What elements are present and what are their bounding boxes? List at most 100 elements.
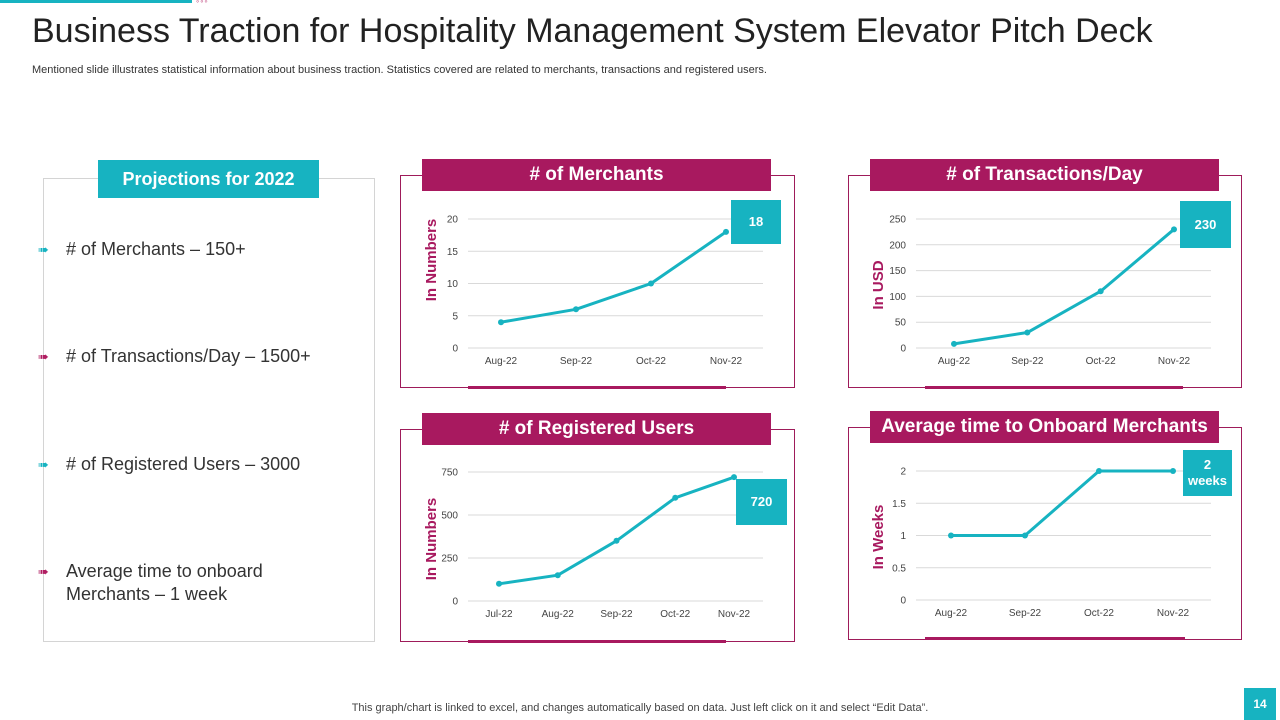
data-point bbox=[723, 228, 729, 235]
transactions-line-chart: 0 50 100 150 200 250 Aug-22 Sep-22 Oct-22 Nov-22 I… bbox=[870, 215, 1211, 367]
data-point bbox=[951, 340, 957, 347]
footer-note: This graph/chart is linked to excel, and… bbox=[351, 702, 929, 714]
x-tick-label: Oct-22 bbox=[1084, 608, 1114, 619]
registered-users-line-chart: 0 250 500 750 Jul-22 Aug-22 Sep-22 Oct-22 Nov-22… bbox=[423, 468, 763, 620]
y-tick-label: 0 bbox=[900, 344, 906, 355]
panel-underline bbox=[468, 386, 726, 389]
transactions-chart-title: # of Transactions/Day bbox=[870, 159, 1219, 191]
x-tick-label: Oct-22 bbox=[636, 356, 666, 367]
x-tick-label: Oct-22 bbox=[1086, 356, 1116, 367]
decorative-dots: ◦◦◦ bbox=[196, 0, 209, 6]
y-tick-label: 100 bbox=[889, 292, 906, 303]
projection-item: ➠ # of Transactions/Day – 1500+ bbox=[38, 345, 326, 369]
projection-item-text: Average time to onboard Merchants – 1 we… bbox=[66, 561, 263, 604]
x-tick-label: Aug-22 bbox=[485, 356, 518, 367]
y-tick-label: 1.5 bbox=[892, 499, 906, 510]
data-point bbox=[554, 572, 561, 579]
merchants-line-chart: 0 5 10 15 20 Aug-22 Sep-22 Oct-22 Nov-22 In Numbe… bbox=[423, 215, 763, 367]
merchants-callout: 18 bbox=[731, 200, 781, 244]
projection-item-text: # of Merchants – 150+ bbox=[66, 239, 246, 259]
top-accent-bar bbox=[0, 0, 192, 3]
data-point bbox=[496, 580, 502, 587]
x-tick-label: Oct-22 bbox=[660, 609, 690, 620]
y-tick-label: 5 bbox=[452, 311, 458, 322]
panel-underline bbox=[925, 637, 1185, 640]
registered-users-callout: 720 bbox=[736, 479, 787, 525]
series-line bbox=[498, 475, 735, 586]
page-number: 14 bbox=[1244, 688, 1276, 720]
y-axis-label: In USD bbox=[870, 260, 887, 309]
data-point bbox=[648, 280, 654, 287]
arrow-bullet-icon: ➠ bbox=[38, 564, 49, 579]
data-point bbox=[948, 532, 954, 539]
y-axis-label: In Numbers bbox=[423, 219, 440, 302]
projection-item: ➠ # of Registered Users – 3000 bbox=[38, 453, 326, 477]
y-tick-label: 200 bbox=[889, 240, 906, 251]
registered-users-chart-title: # of Registered Users bbox=[422, 413, 771, 445]
y-tick-label: 1 bbox=[900, 531, 906, 542]
y-axis-label: In Numbers bbox=[423, 498, 440, 581]
y-tick-label: 10 bbox=[447, 279, 459, 290]
projections-title: Projections for 2022 bbox=[98, 160, 319, 198]
y-tick-label: 150 bbox=[889, 266, 906, 277]
series-line bbox=[953, 228, 1175, 346]
data-point bbox=[1096, 468, 1102, 474]
x-tick-label: Nov-22 bbox=[710, 356, 743, 367]
registered-users-panel bbox=[400, 429, 795, 642]
arrow-bullet-icon: ➠ bbox=[38, 457, 49, 472]
data-point bbox=[573, 306, 579, 313]
merchants-chart-title: # of Merchants bbox=[422, 159, 771, 191]
onboard-time-panel bbox=[848, 427, 1242, 640]
series-line bbox=[951, 469, 1173, 537]
y-tick-label: 0.5 bbox=[892, 563, 906, 574]
x-tick-label: Sep-22 bbox=[560, 356, 593, 367]
x-tick-label: Aug-22 bbox=[938, 356, 971, 367]
onboard-time-callout: 2 weeks bbox=[1183, 450, 1232, 496]
data-point bbox=[1022, 532, 1028, 539]
x-tick-label: Nov-22 bbox=[1158, 356, 1191, 367]
y-tick-label: 250 bbox=[441, 554, 458, 565]
data-point bbox=[1024, 329, 1031, 336]
data-point bbox=[613, 537, 620, 544]
x-tick-label: Aug-22 bbox=[542, 609, 575, 620]
page-subtitle: Mentioned slide illustrates statistical … bbox=[32, 64, 767, 76]
projection-item: ➠ Average time to onboard Merchants – 1 … bbox=[38, 560, 296, 606]
page-title: Business Traction for Hospitality Manage… bbox=[32, 12, 1153, 50]
y-tick-label: 0 bbox=[452, 597, 458, 608]
transactions-panel bbox=[848, 175, 1242, 388]
x-tick-label: Aug-22 bbox=[935, 608, 968, 619]
y-tick-label: 0 bbox=[900, 596, 906, 607]
x-tick-label: Sep-22 bbox=[600, 609, 633, 620]
y-tick-label: 15 bbox=[447, 247, 459, 258]
projection-item-text: # of Transactions/Day – 1500+ bbox=[66, 346, 311, 366]
projection-item-text: # of Registered Users – 3000 bbox=[66, 454, 301, 474]
y-tick-label: 500 bbox=[441, 511, 458, 522]
x-tick-label: Jul-22 bbox=[485, 609, 513, 620]
y-tick-label: 0 bbox=[452, 344, 458, 355]
onboard-time-chart-title: Average time to Onboard Merchants bbox=[870, 411, 1219, 443]
data-point bbox=[731, 474, 737, 481]
data-point bbox=[1171, 226, 1177, 233]
arrow-bullet-icon: ➠ bbox=[38, 242, 49, 257]
projection-item: ➠ # of Merchants – 150+ bbox=[38, 238, 326, 262]
arrow-bullet-icon: ➠ bbox=[38, 349, 49, 364]
data-point bbox=[672, 494, 679, 501]
x-tick-label: Sep-22 bbox=[1009, 608, 1042, 619]
x-tick-label: Nov-22 bbox=[718, 609, 751, 620]
transactions-callout: 230 bbox=[1180, 201, 1231, 248]
x-tick-label: Sep-22 bbox=[1011, 356, 1044, 367]
y-tick-label: 2 bbox=[900, 467, 906, 478]
data-point bbox=[1170, 468, 1176, 474]
x-tick-label: Nov-22 bbox=[1157, 608, 1190, 619]
data-point bbox=[1097, 288, 1104, 295]
panel-underline bbox=[468, 640, 726, 643]
y-axis-label: In Weeks bbox=[870, 505, 887, 570]
y-tick-label: 750 bbox=[441, 468, 458, 479]
panel-underline bbox=[925, 386, 1183, 389]
y-tick-label: 250 bbox=[889, 215, 906, 226]
y-tick-label: 20 bbox=[447, 215, 459, 226]
onboard-time-line-chart: 0 0.5 1 1.5 2 Aug-22 Sep-22 Oct-22 Nov-22 In Week… bbox=[870, 467, 1211, 619]
y-tick-label: 50 bbox=[895, 318, 907, 329]
data-point bbox=[498, 319, 504, 326]
series-line bbox=[500, 230, 727, 324]
